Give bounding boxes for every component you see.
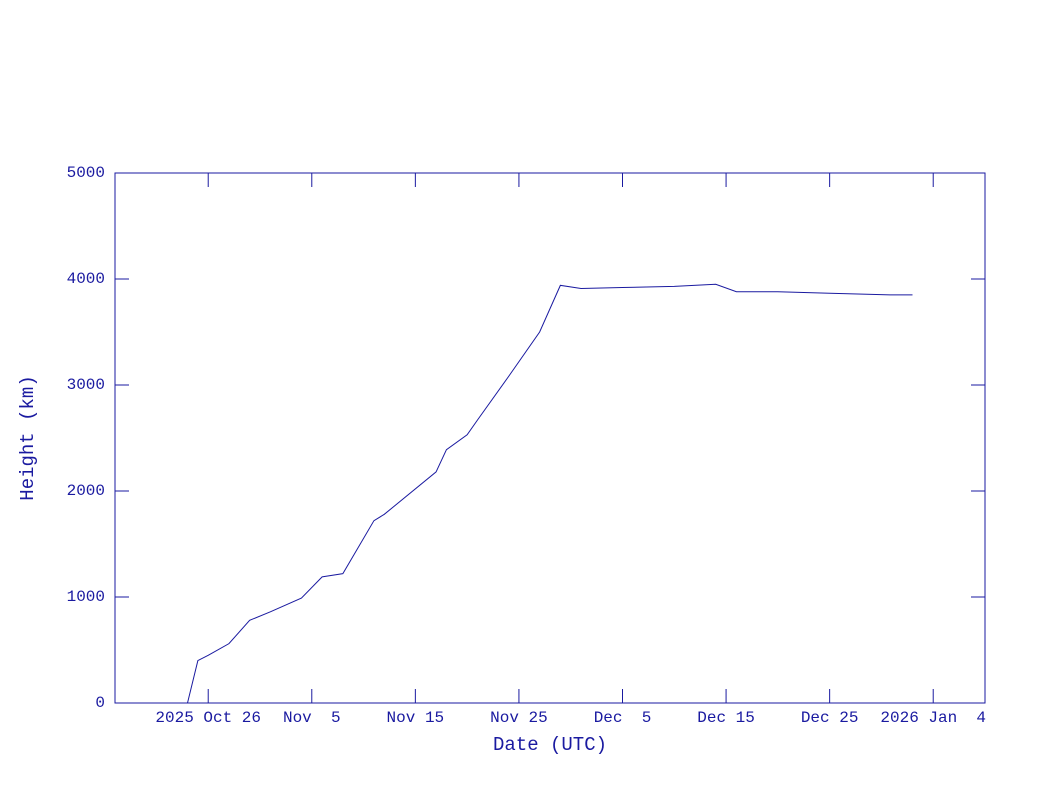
x-tick-label: Dec 25	[801, 709, 859, 727]
y-tick-label: 1000	[67, 588, 105, 606]
x-axis-label: Date (UTC)	[493, 734, 607, 756]
y-tick-label: 3000	[67, 376, 105, 394]
x-tick-label: Dec 5	[594, 709, 652, 727]
x-tick-label: Nov 25	[490, 709, 548, 727]
x-tick-label: Nov 15	[387, 709, 445, 727]
plot-frame	[114, 172, 986, 704]
y-tick-label: 4000	[67, 270, 105, 288]
data-line	[187, 283, 913, 704]
x-tick-label: Dec 15	[697, 709, 755, 727]
y-axis-label: Height (km)	[17, 375, 39, 500]
x-tick-label: 2026 Jan 4	[880, 709, 986, 727]
y-tick-label: 5000	[67, 164, 105, 182]
x-tick-label: Nov 5	[283, 709, 341, 727]
x-tick-label: 2025 Oct 26	[155, 709, 261, 727]
y-tick-label: 2000	[67, 482, 105, 500]
y-tick-label: 0	[95, 694, 105, 712]
